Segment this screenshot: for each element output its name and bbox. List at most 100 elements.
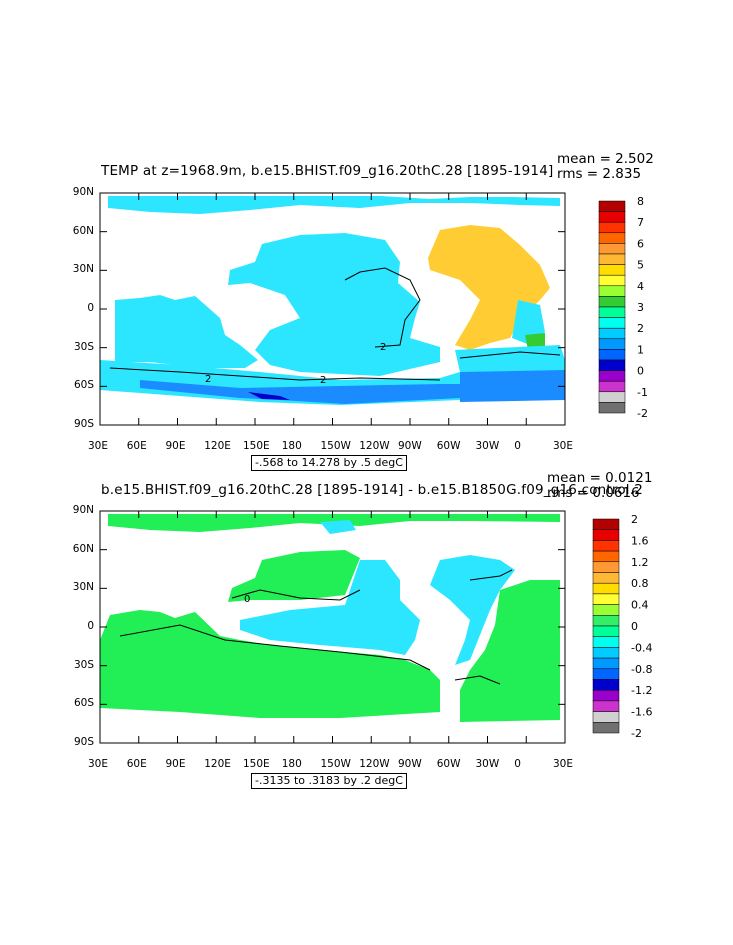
colorbar-box bbox=[598, 296, 626, 308]
lat-label: 60S bbox=[73, 697, 94, 710]
colorbar-box bbox=[598, 253, 626, 265]
lon-label: 60W bbox=[436, 758, 461, 770]
colorbar-box bbox=[598, 274, 626, 287]
colorbar-box bbox=[598, 349, 626, 361]
lon-label: 150W bbox=[320, 758, 351, 770]
colorbar-box bbox=[598, 232, 626, 244]
colorbar-label: 0.8 bbox=[631, 577, 649, 590]
panel2-contour-0-atlantic bbox=[469, 569, 513, 581]
panel1-mean: mean = 2.502 bbox=[557, 151, 654, 167]
lon-label: 30W bbox=[475, 758, 500, 770]
lat-label: 30S bbox=[73, 340, 94, 353]
lon-label: 60E bbox=[126, 440, 147, 452]
colorbar-box bbox=[592, 550, 620, 563]
panel2-north-pacific bbox=[228, 550, 360, 602]
panel1-arctic-ocean bbox=[108, 196, 560, 214]
panel1-contour-label-3: 2 bbox=[320, 375, 326, 386]
lat-label: 90N bbox=[72, 186, 94, 198]
colorbar-box bbox=[598, 402, 626, 414]
panel2-contour-0-north bbox=[231, 589, 361, 601]
colorbar-label: 2 bbox=[637, 322, 644, 335]
colorbar-box bbox=[598, 285, 626, 297]
panel2-range-box: -.3135 to .3183 by .2 degC bbox=[251, 773, 407, 789]
colorbar-label: -1.6 bbox=[631, 706, 652, 719]
lon-label: 180 bbox=[281, 758, 302, 770]
lat-label: 30N bbox=[72, 581, 94, 594]
colorbar-box bbox=[592, 647, 620, 659]
panel1-southern-deep bbox=[140, 380, 460, 404]
lon-label: 0 bbox=[514, 440, 521, 452]
panel2-arctic-blue-patch bbox=[320, 520, 356, 534]
panel1-colorbar: 8 7 6 5 4 3 2 1 0 -1 -2 bbox=[598, 195, 648, 420]
lat-label: 90S bbox=[73, 418, 94, 430]
lon-label: 180 bbox=[281, 440, 302, 452]
lat-label: 90S bbox=[73, 736, 94, 748]
lon-label: 30E bbox=[88, 440, 108, 452]
colorbar-label: 1.6 bbox=[631, 534, 649, 547]
colorbar-box bbox=[598, 243, 626, 255]
colorbar-box bbox=[592, 636, 620, 648]
panel2-contour-label-1: 0 bbox=[244, 594, 250, 605]
colorbar-label: -1 bbox=[637, 386, 648, 399]
panel1-benguela-green bbox=[525, 333, 545, 350]
colorbar-label: 7 bbox=[637, 216, 644, 229]
colorbar-label: -2 bbox=[631, 727, 642, 740]
lon-label: 30W bbox=[475, 440, 500, 452]
panel1-ross-cold bbox=[248, 392, 290, 400]
colorbar-box bbox=[592, 722, 620, 734]
colorbar-box bbox=[592, 604, 620, 616]
colorbar-box bbox=[592, 657, 620, 670]
colorbar-label: 1 bbox=[637, 343, 644, 356]
colorbar-box bbox=[598, 211, 626, 223]
colorbar-box bbox=[598, 306, 626, 318]
colorbar-box bbox=[592, 711, 620, 723]
panel1-contour-label-1: 2 bbox=[380, 342, 386, 353]
lon-label: 60W bbox=[436, 440, 461, 452]
lat-label: 90N bbox=[72, 504, 94, 516]
colorbar-box bbox=[592, 679, 620, 691]
lon-label: 120W bbox=[359, 440, 390, 452]
lon-label: 30E bbox=[553, 758, 573, 770]
panel1-title: TEMP at z=1968.9m, b.e15.BHIST.f09_g16.2… bbox=[101, 163, 554, 179]
panel1-rms: rms = 2.835 bbox=[557, 166, 642, 182]
lon-label: 90W bbox=[398, 440, 422, 452]
colorbar-label: 1.2 bbox=[631, 556, 649, 569]
colorbar-box bbox=[592, 668, 620, 680]
colorbar-box bbox=[592, 615, 620, 627]
colorbar-label: 0.4 bbox=[631, 599, 649, 612]
axis-ticks bbox=[99, 192, 566, 744]
colorbar-box bbox=[592, 518, 620, 530]
colorbar-box bbox=[592, 572, 620, 584]
panel2-map bbox=[99, 510, 566, 744]
panel2-tropical-pacific bbox=[240, 560, 420, 655]
panel1-contour-label-2: 2 bbox=[205, 374, 211, 385]
colorbar-label: 8 bbox=[637, 195, 644, 208]
colorbar-label: -0.8 bbox=[631, 663, 652, 676]
colorbar-label: 0 bbox=[631, 620, 638, 633]
panel1-south-atlantic-deep bbox=[460, 370, 565, 402]
colorbar-label: -1.2 bbox=[631, 684, 652, 697]
lat-label: 0 bbox=[87, 620, 94, 632]
panel1-contour-2-pacific bbox=[344, 267, 421, 348]
panel2-south-atlantic bbox=[460, 580, 560, 722]
colorbar-label: 2 bbox=[631, 513, 638, 526]
lon-label: 120E bbox=[204, 440, 231, 452]
panel2-atlantic bbox=[430, 555, 515, 665]
lat-label: 60N bbox=[72, 542, 94, 555]
lat-label: 60N bbox=[72, 224, 94, 237]
panel1-indian bbox=[115, 295, 258, 368]
panel2-mean: mean = 0.0121 bbox=[547, 470, 653, 486]
colorbar-box bbox=[592, 689, 620, 702]
lon-label: 120E bbox=[204, 758, 231, 770]
panel1-contour-2-southern bbox=[109, 367, 441, 381]
colorbar-box bbox=[598, 359, 626, 371]
lat-label: 30S bbox=[73, 658, 94, 671]
panel1-south-atlantic-belt bbox=[455, 345, 565, 375]
colorbar-box bbox=[598, 370, 626, 382]
colorbar-box bbox=[592, 529, 620, 541]
panel2-indian-southern bbox=[100, 610, 440, 718]
lon-label: 90E bbox=[165, 758, 186, 770]
panel2-rms: rms = 0.0616 bbox=[547, 485, 640, 501]
colorbar-box bbox=[598, 317, 626, 329]
